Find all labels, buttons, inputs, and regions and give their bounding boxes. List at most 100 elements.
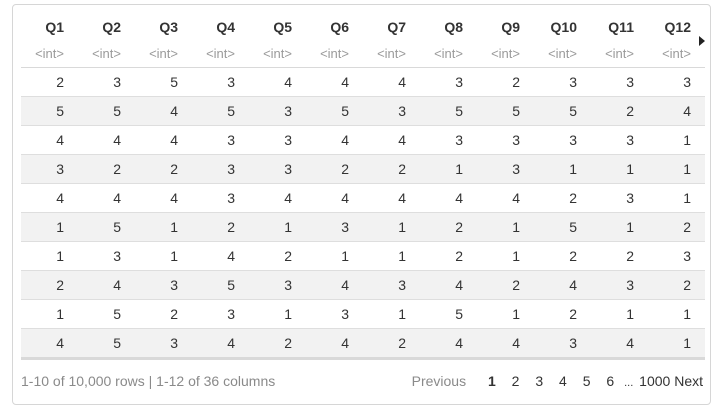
table-cell: 3 (683, 74, 691, 90)
table-cell: 4 (192, 328, 249, 360)
table-cell: 2 (21, 270, 78, 300)
table-cell: 1 (591, 212, 648, 242)
table-cell: 3 (192, 183, 249, 213)
table-cell: 2 (648, 212, 705, 242)
column-header-q7[interactable]: Q7 (387, 19, 406, 35)
table-cell: 2 (135, 299, 192, 329)
table-cell: 4 (648, 96, 705, 126)
column-header-q11[interactable]: Q11 (608, 19, 634, 35)
table-cell: 3 (363, 96, 420, 126)
table-cell: 3 (135, 270, 192, 300)
column-header-q8[interactable]: Q8 (444, 19, 463, 35)
table-cell: 5 (21, 96, 78, 126)
table-cell: 1 (363, 212, 420, 242)
table-cell: 2 (591, 241, 648, 271)
column-header-q10[interactable]: Q10 (550, 19, 577, 35)
table-cell: 5 (420, 96, 477, 126)
column-type-q2: <int> (78, 39, 135, 68)
page-5-button[interactable]: 5 (582, 373, 591, 389)
table-cell: 3 (78, 241, 135, 271)
page-4-button[interactable]: 4 (559, 373, 567, 389)
column-header-q12[interactable]: Q12 (664, 19, 691, 35)
table-cell: 1 (363, 241, 420, 271)
table-cell: 4 (78, 183, 135, 213)
column-type-q4: <int> (192, 39, 249, 68)
column-type-q8: <int> (420, 39, 477, 68)
column-header-q6[interactable]: Q6 (330, 19, 349, 35)
column-header-q3[interactable]: Q3 (159, 19, 178, 35)
table-cell: 1 (591, 299, 648, 329)
column-header-q5[interactable]: Q5 (273, 19, 292, 35)
table-cell: 1 (477, 299, 534, 329)
table-cell: 4 (21, 328, 78, 360)
table-cell: 1 (135, 212, 192, 242)
page-2-button[interactable]: 2 (511, 373, 520, 389)
table-cell: 3 (306, 212, 363, 242)
page-3-button[interactable]: 3 (535, 373, 544, 389)
table-cell: 5 (192, 96, 249, 126)
table-cell: 2 (56, 74, 64, 90)
table-cell: 2 (648, 270, 705, 300)
table-footer: 1-10 of 10,000 rows | 1-12 of 36 columns… (21, 373, 705, 393)
column-type-q1: <int> (21, 39, 78, 68)
table-cell: 3 (534, 328, 591, 360)
table-cell: 4 (135, 125, 192, 155)
table-cell: 4 (284, 74, 292, 90)
table-cell: 1 (648, 154, 705, 184)
column-type-q5: <int> (249, 39, 306, 68)
table-cell: 2 (249, 328, 306, 360)
table-cell: 3 (249, 270, 306, 300)
table-cell: 4 (363, 183, 420, 213)
next-page-button[interactable]: Next (674, 373, 703, 389)
table-cell: 3 (249, 125, 306, 155)
table-cell: 1 (477, 241, 534, 271)
table-cell: 4 (78, 125, 135, 155)
scroll-columns-right-icon[interactable] (699, 36, 705, 46)
table-cell: 4 (420, 328, 477, 360)
table-cell: 3 (477, 125, 534, 155)
table-row: 2 3 5 3 4 4 4 3 2 3 3 3 (21, 68, 705, 97)
table-cell: 1 (249, 299, 306, 329)
table-cell: 4 (249, 183, 306, 213)
table-cell: 5 (78, 212, 135, 242)
last-page-button[interactable]: 1000 (639, 373, 671, 389)
table-cell: 5 (78, 299, 135, 329)
table-cell: 4 (306, 270, 363, 300)
column-type-q10: <int> (534, 39, 591, 68)
table-cell: 2 (512, 74, 520, 90)
table-cell: 1 (21, 212, 78, 242)
table-cell: 1 (135, 241, 192, 271)
row-column-info: 1-10 of 10,000 rows | 1-12 of 36 columns (21, 373, 276, 389)
column-header-q1[interactable]: Q1 (45, 19, 64, 35)
column-header-q2[interactable]: Q2 (102, 19, 121, 35)
table-cell: 4 (420, 270, 477, 300)
previous-page-button[interactable]: Previous (411, 373, 467, 389)
table-cell: 3 (591, 183, 648, 213)
table-cell: 3 (591, 270, 648, 300)
column-header-q9[interactable]: Q9 (501, 19, 520, 35)
column-type-row: <int> <int> <int> <int> <int> <int> <int> <int>… (21, 39, 705, 68)
table-cell: 2 (78, 154, 135, 184)
table-cell: 2 (591, 96, 648, 126)
column-header-q4[interactable]: Q4 (216, 19, 235, 35)
table-cell: 1 (249, 212, 306, 242)
table-cell: 3 (21, 154, 78, 184)
table-cell: 2 (420, 241, 477, 271)
table-cell: 1 (21, 241, 78, 271)
table-cell: 3 (569, 74, 577, 90)
table-cell: 5 (534, 96, 591, 126)
page-6-button[interactable]: 6 (606, 373, 615, 389)
table-cell: 3 (113, 74, 121, 90)
column-type-q12: <int> (648, 39, 705, 68)
table-cell: 5 (192, 270, 249, 300)
table-cell: 1 (534, 154, 591, 184)
page-1-button[interactable]: 1 (487, 373, 496, 389)
column-type-q3: <int> (135, 39, 192, 68)
pagination: Previous 1 2 3 4 5 6 ... 1000 Next (412, 373, 703, 389)
table-cell: 1 (306, 241, 363, 271)
